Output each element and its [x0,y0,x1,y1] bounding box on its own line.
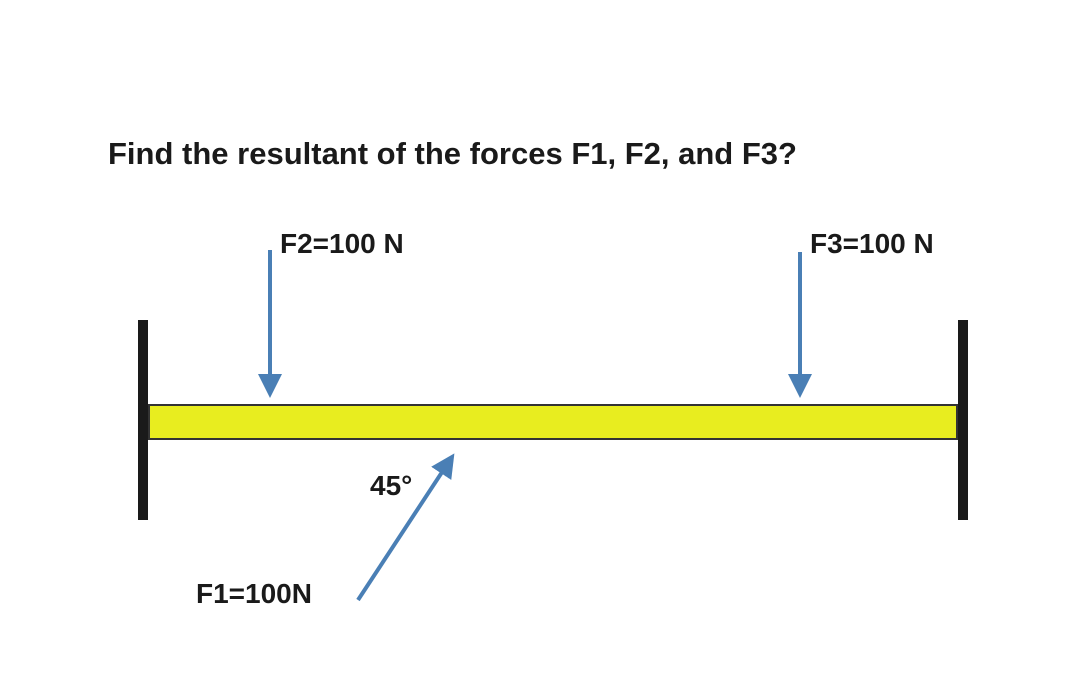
f1-arrow [358,460,450,600]
diagram-arrows [0,0,1080,698]
